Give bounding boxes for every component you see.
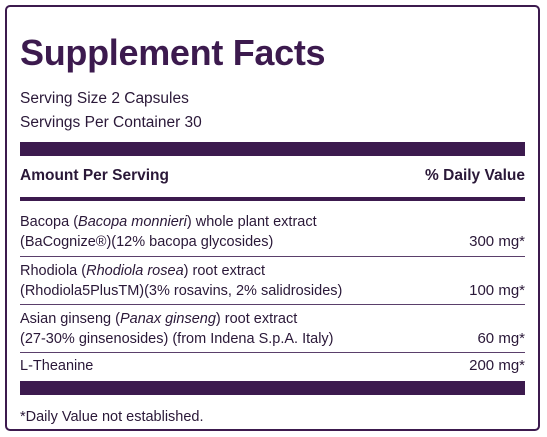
- ingredient-name-pre: Asian ginseng (: [20, 311, 120, 327]
- panel-title: Supplement Facts: [20, 32, 326, 73]
- ingredient-amount: 300 mg*: [469, 233, 525, 250]
- servings-per-container: Servings Per Container 30: [20, 114, 202, 131]
- ingredient-amount: 60 mg*: [477, 330, 525, 347]
- ingredient-name-post: ) root extract: [183, 263, 266, 279]
- top-divider-bar: [20, 142, 525, 156]
- ingredient-amount: 100 mg*: [469, 282, 525, 299]
- ingredient-detail: (BaCognize®)(12% bacopa glycosides): [20, 234, 274, 250]
- ingredient-row: Rhodiola (Rhodiola rosea) root extract (…: [20, 261, 525, 301]
- ingredient-amount: 200 mg*: [469, 357, 525, 374]
- amount-per-serving-label: Amount Per Serving: [20, 167, 169, 184]
- column-header: Amount Per Serving % Daily Value: [20, 167, 525, 189]
- ingredient-latin-name: Bacopa monnieri: [78, 214, 187, 230]
- supplement-facts-panel: Supplement Facts Serving Size 2 Capsules…: [5, 5, 540, 431]
- ingredient-name: Asian ginseng (Panax ginseng) root extra…: [20, 309, 334, 349]
- panel-content: Supplement Facts Serving Size 2 Capsules…: [20, 7, 525, 429]
- ingredient-detail: (Rhodiola5PlusTM)(3% rosavins, 2% salidr…: [20, 283, 343, 299]
- ingredient-detail: (27-30% ginsenosides) (from Indena S.p.A…: [20, 331, 334, 347]
- row-separator: [20, 304, 525, 305]
- ingredient-row: Asian ginseng (Panax ginseng) root extra…: [20, 309, 525, 349]
- ingredient-row: Bacopa (Bacopa monnieri) whole plant ext…: [20, 212, 525, 252]
- ingredient-name: L-Theanine: [20, 358, 94, 374]
- ingredient-name-post: ) whole plant extract: [186, 214, 317, 230]
- ingredient-row: L-Theanine 200 mg*: [20, 356, 525, 376]
- daily-value-label: % Daily Value: [425, 167, 525, 184]
- ingredient-latin-name: Panax ginseng: [119, 311, 216, 327]
- ingredient-name-post: ) root extract: [215, 311, 298, 327]
- ingredient-name: Rhodiola (Rhodiola rosea) root extract (…: [20, 261, 342, 301]
- row-separator: [20, 352, 525, 353]
- ingredient-name-pre: Bacopa (: [20, 214, 79, 230]
- footnote: *Daily Value not established.: [20, 409, 204, 425]
- serving-size: Serving Size 2 Capsules: [20, 90, 189, 107]
- row-separator: [20, 256, 525, 257]
- ingredient-name: Bacopa (Bacopa monnieri) whole plant ext…: [20, 212, 317, 252]
- ingredient-latin-name: Rhodiola rosea: [86, 263, 184, 279]
- ingredient-name-pre: Rhodiola (: [20, 263, 87, 279]
- header-divider-bar: [20, 197, 525, 201]
- bottom-divider-bar: [20, 381, 525, 395]
